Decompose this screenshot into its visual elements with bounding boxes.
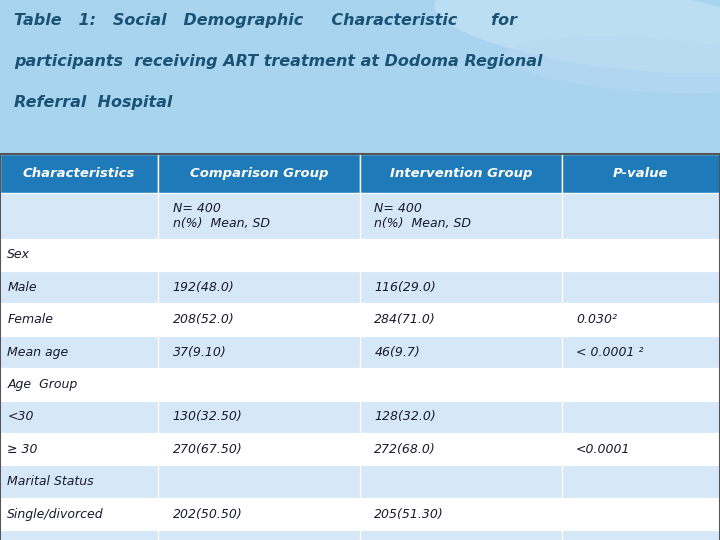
FancyBboxPatch shape [0,271,158,303]
FancyBboxPatch shape [0,239,158,271]
Text: 284(71.0): 284(71.0) [374,313,436,326]
Text: 202(50.50): 202(50.50) [173,508,243,521]
Text: <0.0001: <0.0001 [576,443,631,456]
Text: Marital Status: Marital Status [7,475,94,488]
FancyBboxPatch shape [562,433,720,465]
Text: 46(9.7): 46(9.7) [374,346,420,359]
Text: 205(51.30): 205(51.30) [374,508,444,521]
FancyBboxPatch shape [360,368,562,401]
FancyBboxPatch shape [0,336,158,368]
Text: 130(32.50): 130(32.50) [173,410,243,423]
FancyBboxPatch shape [360,401,562,433]
Ellipse shape [505,36,720,93]
FancyBboxPatch shape [0,498,158,530]
Text: 37(9.10): 37(9.10) [173,346,227,359]
FancyBboxPatch shape [0,433,158,465]
FancyBboxPatch shape [360,336,562,368]
FancyBboxPatch shape [0,401,158,433]
FancyBboxPatch shape [158,498,360,530]
Text: Intervention Group: Intervention Group [390,167,532,180]
Text: 116(29.0): 116(29.0) [374,281,436,294]
FancyBboxPatch shape [562,193,720,239]
FancyBboxPatch shape [562,336,720,368]
FancyBboxPatch shape [360,271,562,303]
Text: Age  Group: Age Group [7,378,78,391]
Text: <30: <30 [7,410,34,423]
Text: Single/divorced: Single/divorced [7,508,104,521]
Text: N= 400
n(%)  Mean, SD: N= 400 n(%) Mean, SD [173,202,270,230]
FancyBboxPatch shape [562,401,720,433]
Text: 208(52.0): 208(52.0) [173,313,235,326]
FancyBboxPatch shape [158,368,360,401]
FancyBboxPatch shape [360,465,562,498]
FancyBboxPatch shape [562,465,720,498]
Text: Female: Female [7,313,53,326]
Text: Referral  Hospital: Referral Hospital [14,94,173,110]
FancyBboxPatch shape [562,530,720,540]
Text: 270(67.50): 270(67.50) [173,443,243,456]
FancyBboxPatch shape [0,303,158,336]
FancyBboxPatch shape [0,193,158,239]
FancyBboxPatch shape [158,465,360,498]
FancyBboxPatch shape [0,530,158,540]
FancyBboxPatch shape [158,303,360,336]
FancyBboxPatch shape [0,154,158,193]
Text: ≥ 30: ≥ 30 [7,443,37,456]
FancyBboxPatch shape [562,239,720,271]
FancyBboxPatch shape [562,303,720,336]
FancyBboxPatch shape [360,303,562,336]
Text: < 0.0001 ²: < 0.0001 ² [576,346,644,359]
FancyBboxPatch shape [360,193,562,239]
Text: 128(32.0): 128(32.0) [374,410,436,423]
FancyBboxPatch shape [360,530,562,540]
Text: 192(48.0): 192(48.0) [173,281,235,294]
FancyBboxPatch shape [158,401,360,433]
FancyBboxPatch shape [158,193,360,239]
FancyBboxPatch shape [562,271,720,303]
FancyBboxPatch shape [360,433,562,465]
FancyBboxPatch shape [0,0,720,151]
Text: Table   1:   Social   Demographic     Characteristic      for: Table 1: Social Demographic Characterist… [14,14,518,29]
Text: 272(68.0): 272(68.0) [374,443,436,456]
FancyBboxPatch shape [360,498,562,530]
FancyBboxPatch shape [158,530,360,540]
FancyBboxPatch shape [562,368,720,401]
FancyBboxPatch shape [158,271,360,303]
Text: Comparison Group: Comparison Group [190,167,328,180]
Text: Male: Male [7,281,37,294]
FancyBboxPatch shape [0,368,158,401]
Text: Mean age: Mean age [7,346,68,359]
FancyBboxPatch shape [360,154,562,193]
FancyBboxPatch shape [158,239,360,271]
FancyBboxPatch shape [360,239,562,271]
FancyBboxPatch shape [158,336,360,368]
FancyBboxPatch shape [158,433,360,465]
FancyBboxPatch shape [562,498,720,530]
Text: P-value: P-value [613,167,669,180]
Text: N= 400
n(%)  Mean, SD: N= 400 n(%) Mean, SD [374,202,472,230]
FancyBboxPatch shape [562,154,720,193]
Text: Characteristics: Characteristics [23,167,135,180]
Ellipse shape [434,0,720,73]
Text: Sex: Sex [7,248,30,261]
Text: participants  receiving ART treatment at Dodoma Regional: participants receiving ART treatment at … [14,54,543,69]
FancyBboxPatch shape [158,154,360,193]
Text: 0.030²: 0.030² [576,313,617,326]
FancyBboxPatch shape [0,465,158,498]
